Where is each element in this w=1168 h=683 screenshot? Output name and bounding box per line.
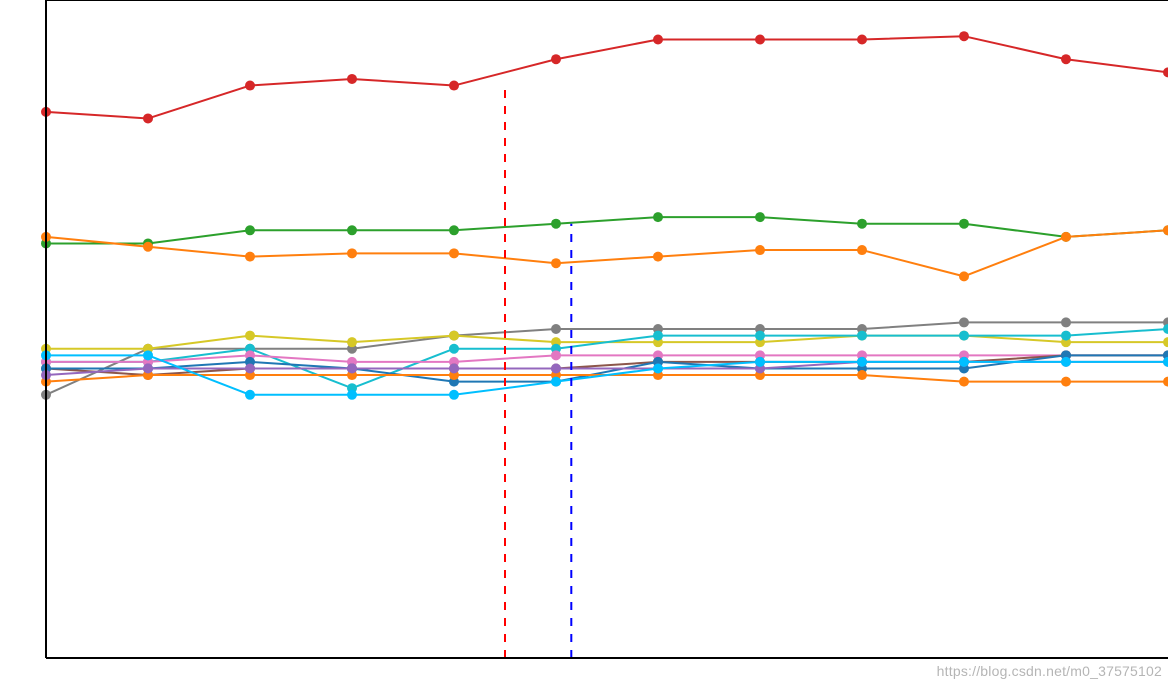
series-marker (551, 219, 561, 229)
series-marker (1061, 377, 1071, 387)
series-marker (245, 331, 255, 341)
line-chart (0, 0, 1168, 683)
series-marker (143, 363, 153, 373)
series-marker (755, 357, 765, 367)
series-marker (653, 212, 663, 222)
series-marker (857, 219, 867, 229)
series-marker (755, 245, 765, 255)
series-marker (449, 225, 459, 235)
series-marker (857, 245, 867, 255)
series-marker (245, 390, 255, 400)
series-marker (551, 54, 561, 64)
series-marker (959, 219, 969, 229)
series-marker (551, 363, 561, 373)
series-marker (959, 31, 969, 41)
series-marker (347, 74, 357, 84)
series-marker (959, 377, 969, 387)
series-marker (449, 390, 459, 400)
series-marker (245, 363, 255, 373)
series-marker (959, 317, 969, 327)
series-marker (857, 370, 867, 380)
series-marker (959, 357, 969, 367)
series-marker (755, 331, 765, 341)
series-marker (653, 363, 663, 373)
series-marker (1061, 232, 1071, 242)
series-marker (245, 252, 255, 262)
series-marker (347, 337, 357, 347)
series-marker (959, 271, 969, 281)
series-marker (143, 350, 153, 360)
series-marker (1061, 331, 1071, 341)
series-marker (959, 331, 969, 341)
series-marker (653, 252, 663, 262)
series-marker (857, 331, 867, 341)
series-marker (245, 81, 255, 91)
series-marker (653, 331, 663, 341)
series-marker (449, 331, 459, 341)
series-marker (347, 225, 357, 235)
series-marker (245, 225, 255, 235)
series-marker (143, 113, 153, 123)
series-marker (347, 390, 357, 400)
series-marker (1061, 357, 1071, 367)
series-marker (449, 248, 459, 258)
series-marker (449, 81, 459, 91)
series-marker (1061, 317, 1071, 327)
series-marker (857, 357, 867, 367)
series-marker (551, 258, 561, 268)
series-marker (347, 363, 357, 373)
series-marker (449, 363, 459, 373)
series-marker (551, 377, 561, 387)
series-marker (857, 34, 867, 44)
series-marker (653, 34, 663, 44)
series-marker (449, 344, 459, 354)
series-marker (551, 350, 561, 360)
series-marker (755, 34, 765, 44)
series-marker (143, 242, 153, 252)
series-marker (347, 248, 357, 258)
series-marker (551, 324, 561, 334)
chart-container (0, 0, 1168, 683)
series-marker (1061, 54, 1071, 64)
series-marker (755, 212, 765, 222)
